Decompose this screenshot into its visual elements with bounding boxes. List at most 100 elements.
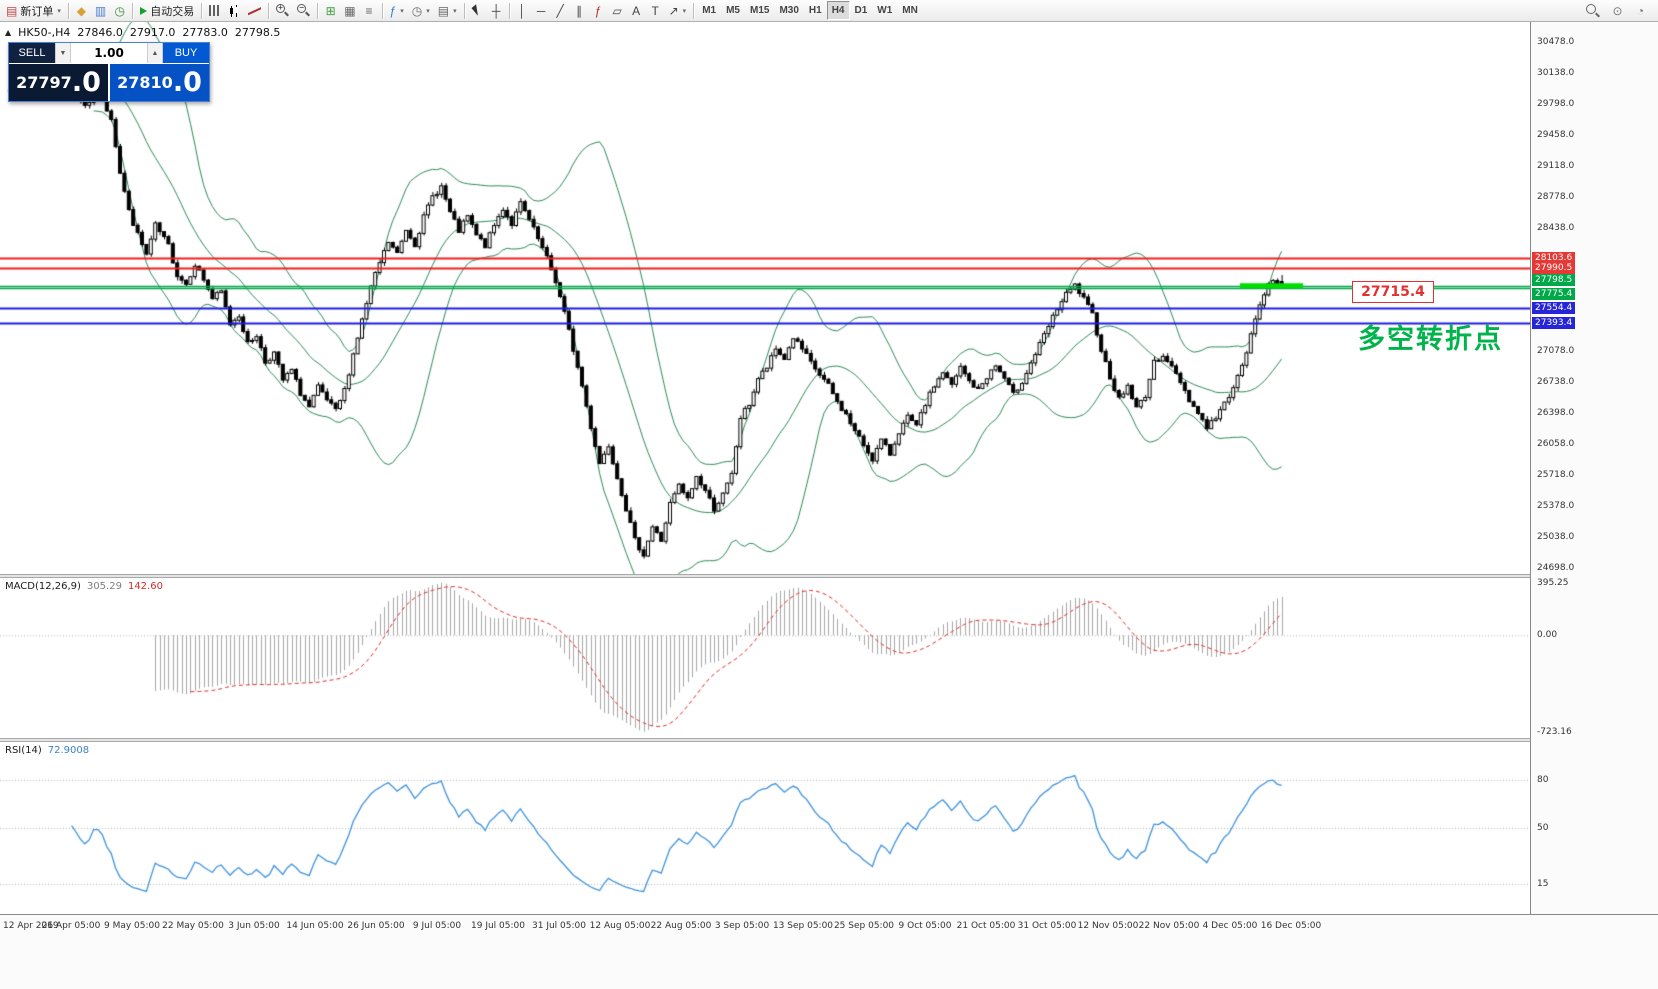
timeframe-m30[interactable]: M30 (774, 1, 803, 20)
crosshair-icon: ┼ (491, 3, 501, 18)
price-scale-label: 30478.0 (1537, 37, 1575, 47)
timeframe-m15[interactable]: M15 (745, 1, 774, 20)
sell-price-button[interactable]: 27797.0 (9, 64, 108, 101)
vertical-line-icon: │ (518, 3, 526, 18)
vertical-line-button[interactable]: │ (513, 1, 532, 20)
rsi-level-label: 80 (1537, 775, 1549, 785)
horizontal-line-button[interactable]: ─ (532, 1, 551, 20)
price-scale-label: 26058.0 (1537, 439, 1575, 450)
timeframe-w1[interactable]: W1 (872, 1, 897, 20)
time-axis-label: 26 Apr 05:00 (41, 921, 101, 931)
buy-price-button[interactable]: 27810.0 (110, 64, 209, 101)
trade-panel-toggle-icon[interactable]: ▲ (5, 28, 12, 37)
new-order-button[interactable]: ▤ 新订单 ▾ (2, 1, 65, 20)
volume-input[interactable]: 1.00 (71, 43, 147, 63)
zoom-in-icon: + (276, 3, 289, 17)
timeframe-h4[interactable]: H4 (826, 1, 850, 20)
toolbar-extra-icon-1[interactable]: ⊙ (1608, 1, 1627, 20)
toolbar-extra-icon-2-icon: ◔ (1636, 3, 1645, 18)
trendline-icon: ╱ (556, 3, 564, 18)
volume-increase-button[interactable]: ▲ (147, 43, 163, 63)
toolbar-main-groups: ▤ 新订单 ▾ ◆ ▥ ◷ 自动交易 + − ⊞ ▦ ≡ ƒ ▾ ◷ ▾ ▤ ▾ ┼ │ ─ ╱ ∥ ƒ ▱ A T ↗ ▾ M1 M5 M1… (2, 1, 923, 20)
line-chart-button[interactable] (244, 1, 265, 20)
candlestick-chart-icon (228, 4, 241, 17)
timeframe-d1[interactable]: D1 (850, 1, 873, 20)
candlestick-chart-button[interactable] (224, 1, 244, 20)
crosshair-button[interactable]: ┼ (487, 1, 506, 20)
toolbar: ▤ 新订单 ▾ ◆ ▥ ◷ 自动交易 + − ⊞ ▦ ≡ ƒ ▾ ◷ ▾ ▤ ▾ ┼ │ ─ ╱ ∥ ƒ ▱ A T ↗ ▾ M1 M5 M1… (0, 0, 1658, 22)
time-axis-label: 31 Oct 05:00 (1017, 921, 1077, 931)
macd-indicator-canvas[interactable] (0, 578, 1530, 738)
metaeditor-icon: ◆ (76, 3, 86, 18)
arrows-button[interactable]: ↗ ▾ (665, 1, 691, 20)
zoom-in-button[interactable]: + (272, 1, 293, 20)
buy-price-main: 27810 (117, 73, 173, 92)
window-list-button[interactable]: ≡ (360, 1, 379, 20)
fibonacci-icon: ƒ (594, 3, 602, 18)
macd-main-value: 305.29 (86, 581, 122, 592)
templates-button[interactable]: ▤ ▾ (434, 1, 461, 20)
macd-scale-label: -723.16 (1537, 726, 1572, 737)
price-scale-label: 25038.0 (1537, 532, 1575, 543)
strategy-tester-button[interactable]: ◷ (110, 1, 129, 20)
trendline-button[interactable]: ╱ (551, 1, 570, 20)
market-watch-icon: ▥ (94, 3, 107, 18)
autotrading-icon (140, 6, 148, 15)
ohlc-close: 27798.5 (234, 26, 281, 39)
time-axis-label: 21 Oct 05:00 (956, 921, 1016, 931)
bar-chart-icon (209, 5, 221, 16)
periods-button[interactable]: ◷ ▾ (408, 1, 434, 20)
buy-button[interactable]: BUY (163, 43, 209, 63)
price-scale-label: 26398.0 (1537, 408, 1575, 419)
time-axis[interactable]: 12 Apr 2019 26 Apr 05:00 9 May 05:00 22 May… (0, 914, 1658, 989)
timeframe-m5[interactable]: M5 (721, 1, 745, 20)
cursor-button[interactable] (468, 1, 487, 20)
toolbar-extra-icon-2[interactable]: ◔ (1631, 1, 1650, 20)
dropdown-caret-icon: ▾ (426, 7, 430, 15)
toolbar-right-group: ⊙ ◔ (1581, 1, 1656, 20)
timeframe-mn[interactable]: MN (897, 1, 923, 20)
volume-decrease-button[interactable]: ▼ (55, 43, 71, 63)
tile-windows-icon: ⊞ (325, 3, 336, 18)
channel-button[interactable]: ∥ (570, 1, 589, 20)
zoom-out-button[interactable]: − (293, 1, 314, 20)
price-chart-canvas[interactable] (0, 22, 1530, 574)
ohlc-low: 27783.0 (182, 26, 228, 39)
price-level-annotation[interactable]: 27715.4 (1352, 281, 1434, 303)
rsi-indicator-canvas[interactable] (0, 742, 1530, 914)
time-axis-label: 4 Dec 05:00 (1202, 921, 1258, 931)
periods-icon: ◷ (411, 3, 423, 18)
time-axis-label: 12 Aug 05:00 (589, 921, 651, 931)
toolbar-separator (132, 2, 134, 19)
pivot-point-annotation[interactable]: 多空转折点 (1358, 324, 1503, 355)
arrows-icon: ↗ (668, 3, 679, 18)
search-icon[interactable] (1581, 1, 1604, 20)
price-scale-label: 26738.0 (1537, 377, 1575, 388)
market-watch-button[interactable]: ▥ (91, 1, 110, 20)
rsi-pane-splitter[interactable] (0, 738, 1658, 742)
macd-pane-splitter[interactable] (0, 574, 1658, 578)
text-button[interactable]: A (627, 1, 646, 20)
label-button[interactable]: T (646, 1, 665, 20)
time-axis-label: 3 Jun 05:00 (228, 921, 280, 931)
price-scale[interactable]: 30478.0 30138.0 29798.0 29458.0 29118.0 28778… (1530, 22, 1658, 914)
dropdown-caret-icon: ▾ (57, 7, 61, 15)
timeframe-h1[interactable]: H1 (804, 1, 827, 20)
tile-windows-button[interactable]: ⊞ (321, 1, 340, 20)
metaeditor-button[interactable]: ◆ (72, 1, 91, 20)
rsi-level-label: 15 (1537, 879, 1549, 889)
price-scale-label: 29458.0 (1537, 129, 1575, 140)
autotrading-button[interactable]: 自动交易 (136, 1, 198, 20)
rsi-level-label: 50 (1537, 823, 1549, 833)
shapes-button[interactable]: ▱ (608, 1, 627, 20)
new-chart-button[interactable]: ▦ (340, 1, 359, 20)
bar-chart-button[interactable] (205, 1, 224, 20)
price-tag: 28103.6 (1532, 252, 1576, 265)
price-scale-label: 30138.0 (1537, 67, 1575, 78)
indicators-button[interactable]: ƒ ▾ (386, 1, 408, 20)
sell-button[interactable]: SELL (9, 43, 55, 63)
text-icon: A (632, 3, 641, 18)
timeframe-m1[interactable]: M1 (697, 1, 721, 20)
fibonacci-button[interactable]: ƒ (589, 1, 608, 20)
